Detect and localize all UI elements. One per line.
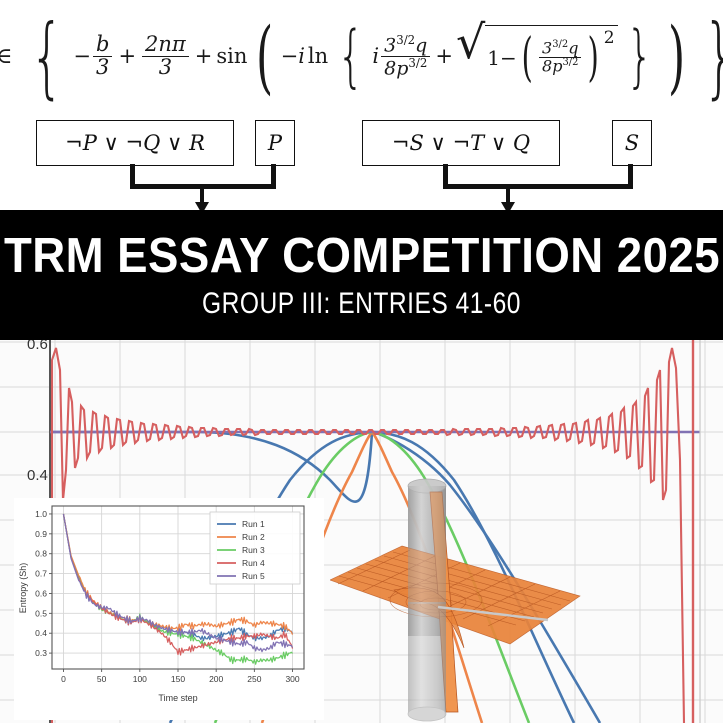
unit-box-2: S	[612, 120, 652, 166]
surface-axis-line	[437, 605, 549, 622]
series-run4-ripple	[50, 347, 686, 723]
3d-surface-plot	[329, 462, 610, 723]
cylinder-lower	[407, 602, 447, 722]
inset-ytick: 1.0	[35, 509, 47, 519]
wire-2-down	[506, 184, 510, 204]
inset-xtick: 100	[133, 674, 147, 684]
wire-1-down	[200, 184, 204, 204]
wire-1-left	[130, 164, 135, 189]
inset-ytick: 0.9	[35, 529, 47, 539]
cylinder-front-upper	[408, 486, 446, 604]
inset-ytick: 0.5	[35, 608, 47, 618]
title-banner: TRM ESSAY COMPETITION 2025 GROUP III: EN…	[0, 210, 723, 340]
main-plot-ytick-0: 0.6	[27, 340, 48, 353]
inset-ytick: 0.4	[35, 628, 47, 638]
wire-1-right	[271, 164, 276, 189]
inset-legend-item: Run 3	[242, 545, 265, 555]
page-title: TRM ESSAY COMPETITION 2025	[3, 228, 720, 283]
inset-entropy-chart: 0.3 0.4 0.5 0.6 0.7 0.8 0.9 1.0 0 50 100 150 200 250…	[14, 498, 324, 720]
inset-series-run-5	[62, 513, 294, 653]
logic-diagram: ¬P ∨ ¬Q ∨ R P ¬S ∨ ¬T ∨ Q S	[0, 112, 723, 214]
clause-box-1-label: ¬P ∨ ¬Q ∨ R	[65, 131, 205, 155]
inset-legend: Run 1 Run 2 Run 3 Run 4 Run 5	[209, 511, 301, 585]
inset-legend-item: Run 5	[242, 571, 265, 581]
clause-box-1: ¬P ∨ ¬Q ∨ R	[36, 120, 234, 166]
unit-box-1: P	[255, 120, 295, 166]
3d-surface-svg	[329, 478, 581, 722]
inset-ytick: 0.8	[35, 549, 47, 559]
wire-2-bus	[443, 184, 633, 189]
inset-series-group	[62, 513, 294, 665]
inset-yaxis-label: Entropy (Sh)	[18, 563, 28, 614]
inset-legend-item: Run 1	[242, 519, 265, 529]
inset-ytick: 0.7	[35, 569, 47, 579]
inset-xtick-labels: 0 50 100 150 200 250 300	[61, 669, 300, 684]
inset-chart-svg: 0.3 0.4 0.5 0.6 0.7 0.8 0.9 1.0 0 50 100 150 200 250…	[14, 498, 324, 720]
inset-series-run-3	[62, 513, 293, 665]
inset-ytick: 0.3	[35, 648, 47, 658]
main-plot-ytick-1: 0.4	[27, 467, 48, 484]
wire-2-left	[443, 164, 448, 189]
unit-box-1-label: P	[267, 131, 283, 155]
clause-box-2: ¬S ∨ ¬T ∨ Q	[362, 120, 560, 166]
unit-box-2-label: S	[624, 131, 640, 155]
inset-xtick: 150	[171, 674, 185, 684]
inset-series-run-4	[62, 513, 294, 656]
wire-2-right	[628, 164, 633, 189]
page-subtitle: GROUP III: ENTRIES 41-60	[202, 286, 521, 320]
clause-box-2-label: ¬S ∨ ¬T ∨ Q	[391, 131, 531, 155]
inset-xaxis-label: Time step	[158, 693, 197, 703]
inset-xtick: 200	[209, 674, 223, 684]
inset-ytick-labels: 0.3 0.4 0.5 0.6 0.7 0.8 0.9 1.0	[35, 509, 52, 658]
inset-legend-item: Run 2	[242, 532, 265, 542]
inset-ytick: 0.6	[35, 588, 47, 598]
inset-xtick: 0	[61, 674, 66, 684]
inset-legend-item: Run 4	[242, 558, 265, 568]
inset-xtick: 250	[247, 674, 261, 684]
inset-xtick: 300	[285, 674, 299, 684]
inset-xtick: 50	[97, 674, 107, 684]
